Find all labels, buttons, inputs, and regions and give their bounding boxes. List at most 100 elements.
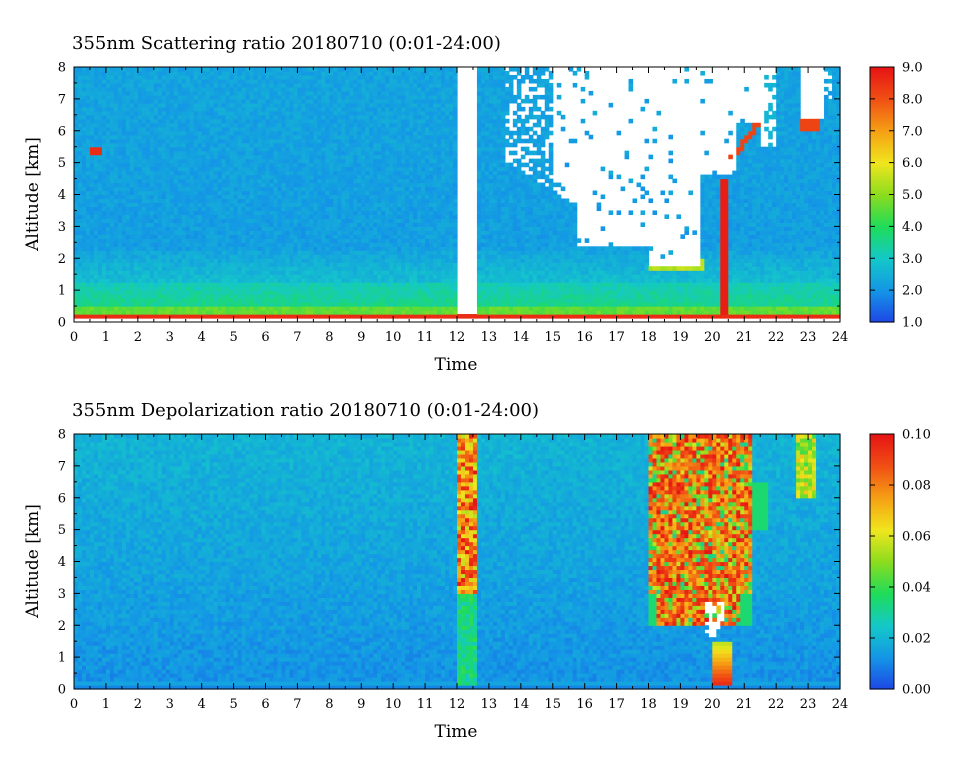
heatmap-cell xyxy=(141,250,147,255)
heatmap-cell xyxy=(285,142,291,148)
heatmap-cell xyxy=(89,166,95,172)
heatmap-cell xyxy=(77,90,83,96)
heatmap-cell xyxy=(381,174,386,180)
heatmap-cell xyxy=(345,138,350,144)
heatmap-cell xyxy=(157,258,163,263)
heatmap-cell xyxy=(277,270,283,275)
heatmap-cell xyxy=(317,134,322,140)
heatmap-cell xyxy=(241,142,247,148)
heatmap-cell xyxy=(325,286,330,291)
heatmap-cell xyxy=(117,106,123,112)
heatmap-cell xyxy=(301,202,306,208)
heatmap-cell xyxy=(101,230,107,235)
heatmap-cell xyxy=(213,126,219,132)
heatmap-cell xyxy=(89,82,95,88)
heatmap-cell xyxy=(217,278,223,283)
heatmap-cell xyxy=(385,246,390,251)
heatmap-cell xyxy=(89,258,95,263)
heatmap-cell xyxy=(325,106,330,112)
heatmap-cell xyxy=(297,194,303,200)
heatmap-cell xyxy=(293,126,299,132)
heatmap-cell xyxy=(229,266,235,271)
heatmap-cell xyxy=(361,230,366,235)
heatmap-cell xyxy=(297,254,303,259)
heatmap-cell xyxy=(165,174,171,180)
heatmap-cell xyxy=(97,174,103,180)
heatmap-cell xyxy=(121,122,127,128)
heatmap-cell xyxy=(329,150,334,156)
heatmap-cell xyxy=(313,186,318,192)
heatmap-cell xyxy=(265,274,271,279)
heatmap-cell xyxy=(289,310,295,315)
heatmap-cell xyxy=(241,170,247,176)
heatmap-cell xyxy=(197,278,203,283)
heatmap-cell xyxy=(361,138,366,144)
heatmap-cell xyxy=(197,246,203,251)
heatmap-cell xyxy=(313,86,318,92)
heatmap-cell xyxy=(201,254,207,259)
heatmap-cell xyxy=(125,306,131,311)
heatmap-cell xyxy=(157,114,163,120)
heatmap-cell xyxy=(169,86,175,92)
heatmap-cell xyxy=(381,242,386,247)
heatmap-cell xyxy=(305,114,310,120)
heatmap-cell xyxy=(225,67,231,72)
heatmap-cell xyxy=(101,150,107,156)
heatmap-cell xyxy=(141,70,147,76)
heatmap-cell xyxy=(221,258,227,263)
heatmap-cell xyxy=(221,286,227,291)
heatmap-cell xyxy=(301,194,306,200)
heatmap-cell xyxy=(277,230,283,235)
heatmap-cell xyxy=(185,226,191,231)
heatmap-cell xyxy=(365,170,370,176)
heatmap-cell xyxy=(321,246,326,251)
heatmap-cell xyxy=(373,94,378,100)
heatmap-cell xyxy=(333,238,338,243)
heatmap-cell xyxy=(237,186,243,192)
heatmap-cell xyxy=(177,238,183,243)
heatmap-cell xyxy=(221,78,227,84)
heatmap-cell xyxy=(173,310,179,315)
heatmap-cell xyxy=(285,238,291,243)
heatmap-cell xyxy=(209,82,215,88)
heatmap-cell xyxy=(381,70,386,76)
heatmap-cell xyxy=(105,86,111,92)
heatmap-cell xyxy=(325,262,330,267)
heatmap-cell xyxy=(113,274,119,279)
heatmap-cell xyxy=(153,126,159,132)
heatmap-cell xyxy=(365,138,370,144)
heatmap-cell xyxy=(109,274,115,279)
heatmap-cell xyxy=(193,98,199,104)
heatmap-cell xyxy=(153,290,159,295)
heatmap-cell xyxy=(309,126,314,132)
heatmap-cell xyxy=(321,178,326,184)
heatmap-cell xyxy=(137,94,143,100)
heatmap-cell xyxy=(109,162,115,168)
heatmap-cell xyxy=(361,126,366,132)
heatmap-cell xyxy=(305,298,310,303)
heatmap-cell xyxy=(137,258,143,263)
heatmap-cell xyxy=(117,98,123,104)
heatmap-cell xyxy=(201,118,207,124)
heatmap-cell xyxy=(197,262,203,267)
heatmap-cell xyxy=(165,238,171,243)
heatmap-cell xyxy=(313,138,318,144)
heatmap-cell xyxy=(125,114,131,120)
heatmap-cell xyxy=(241,310,247,315)
heatmap-cell xyxy=(365,182,370,188)
heatmap-cell xyxy=(141,134,147,140)
heatmap-cell xyxy=(133,98,139,104)
heatmap-cell xyxy=(105,98,111,104)
heatmap-cell xyxy=(193,78,199,84)
heatmap-cell xyxy=(297,170,303,176)
heatmap-cell xyxy=(385,234,390,239)
heatmap-cell xyxy=(325,206,330,212)
heatmap-cell xyxy=(225,226,231,231)
heatmap-cell xyxy=(117,234,123,239)
heatmap-cell xyxy=(313,278,318,283)
heatmap-cell xyxy=(125,162,131,168)
heatmap-cell xyxy=(169,270,175,275)
heatmap-cell xyxy=(197,78,203,84)
heatmap-cell xyxy=(309,166,314,172)
heatmap-cell xyxy=(149,106,155,112)
